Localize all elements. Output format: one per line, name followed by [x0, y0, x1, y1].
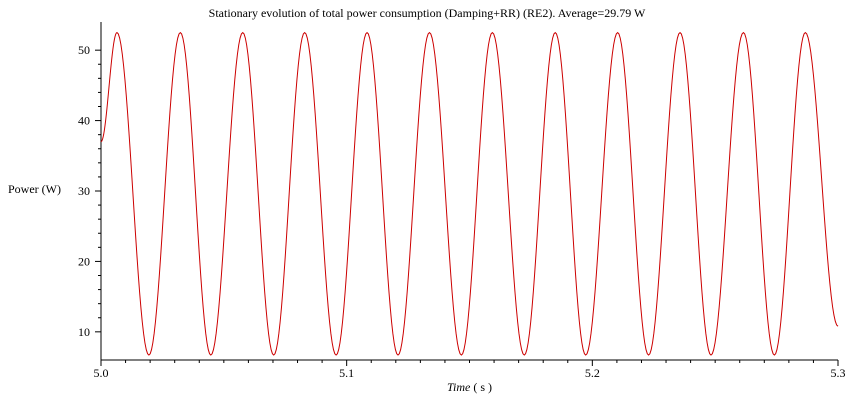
power-series-line [100, 31, 839, 356]
y-ticks: 10 20 30 40 50 [78, 43, 101, 339]
x-tick-label: 5.2 [585, 366, 600, 380]
y-tick-label: 10 [78, 325, 90, 339]
x-axis-label-unit: ( s ) [473, 380, 492, 394]
chart-title: Stationary evolution of total power cons… [209, 6, 646, 20]
y-tick-label: 30 [78, 184, 90, 198]
y-tick-label: 50 [78, 43, 90, 57]
x-tick-label: 5.0 [94, 366, 109, 380]
x-axis-label-name: Time [447, 380, 471, 394]
y-tick-label: 20 [78, 254, 90, 268]
x-tick-label: 5.1 [339, 366, 354, 380]
y-axis-label: Power (W) [8, 182, 61, 196]
x-axis-label: Time ( s ) [447, 380, 492, 394]
x-ticks: 5.0 5.1 5.2 5.3 [94, 360, 846, 380]
y-tick-label: 40 [78, 114, 90, 128]
x-tick-label: 5.3 [831, 366, 846, 380]
